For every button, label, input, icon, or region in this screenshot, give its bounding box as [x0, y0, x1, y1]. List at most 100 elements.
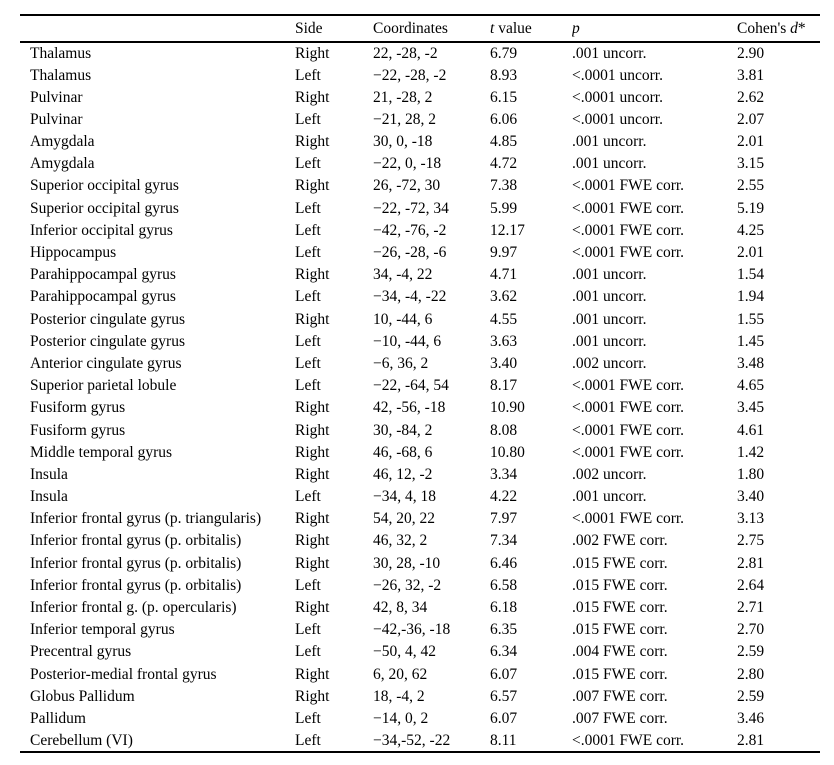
coordinates-cell: −22, 0, -18 [373, 155, 442, 173]
cohens-d-cell: 3.48 [737, 354, 765, 372]
region-cell: Thalamus [30, 66, 92, 84]
cohens-d-cell: 1.45 [737, 332, 765, 350]
p-value-cell: .001 uncorr. [572, 332, 647, 350]
cohens-d-cell: 2.81 [737, 731, 765, 749]
cohens-d-cell: 3.46 [737, 709, 765, 727]
side-cell: Right [295, 554, 330, 572]
region-cell: Hippocampus [30, 244, 117, 262]
coordinates-cell: 26, -72, 30 [373, 177, 441, 195]
side-cell: Right [295, 177, 330, 195]
coordinates-cell: −34,-52, -22 [373, 731, 451, 749]
side-cell: Left [295, 731, 321, 749]
t-value-cell: 4.85 [490, 133, 518, 151]
p-value-cell: .001 uncorr. [572, 288, 647, 306]
region-cell: Pulvinar [30, 88, 83, 106]
t-value-cell: 6.58 [490, 576, 518, 594]
cohens-d-cell: 2.71 [737, 599, 765, 617]
t-value-cell: 7.34 [490, 532, 518, 550]
side-cell: Right [295, 532, 330, 550]
p-value-cell: <.0001 FWE corr. [572, 421, 685, 439]
table-row: Fusiform gyrus Right 42, -56, -18 10.90 … [20, 397, 820, 419]
side-cell: Left [295, 488, 321, 506]
header-side: Side [295, 19, 323, 37]
table-row: Inferior frontal gyrus (p. orbitalis) Le… [20, 575, 820, 597]
region-cell: Fusiform gyrus [30, 399, 126, 417]
table-row: Inferior frontal g. (p. opercularis) Rig… [20, 597, 820, 619]
table-row: Middle temporal gyrus Right 46, -68, 6 1… [20, 441, 820, 463]
cohens-d-cell: 2.59 [737, 687, 765, 705]
header-coordinates: Coordinates [373, 19, 448, 37]
coordinates-cell: −26, 32, -2 [373, 576, 442, 594]
side-cell: Right [295, 266, 330, 284]
region-cell: Posterior cingulate gyrus [30, 332, 185, 350]
coordinates-cell: 6, 20, 62 [373, 665, 428, 683]
p-value-cell: .015 FWE corr. [572, 665, 668, 683]
region-cell: Precentral gyrus [30, 643, 132, 661]
t-value-cell: 7.97 [490, 510, 518, 528]
p-value-cell: .001 uncorr. [572, 488, 647, 506]
cohens-d-cell: 2.59 [737, 643, 765, 661]
side-cell: Left [295, 244, 321, 262]
cohens-d-cell: 2.75 [737, 532, 765, 550]
coordinates-cell: 46, 32, 2 [373, 532, 428, 550]
t-value-cell: 9.97 [490, 244, 518, 262]
t-value-cell: 3.63 [490, 332, 518, 350]
table-row: Posterior cingulate gyrus Left −10, -44,… [20, 330, 820, 352]
p-value-cell: <.0001 uncorr. [572, 110, 663, 128]
coordinates-cell: −34, -4, -22 [373, 288, 447, 306]
p-value-cell: <.0001 uncorr. [572, 88, 663, 106]
table-row: Inferior frontal gyrus (p. orbitalis) Ri… [20, 552, 820, 574]
t-value-cell: 4.55 [490, 310, 518, 328]
p-value-cell: .004 FWE corr. [572, 643, 668, 661]
header-p: p [572, 15, 737, 42]
cohens-d-cell: 1.94 [737, 288, 765, 306]
table-row: Fusiform gyrus Right 30, -84, 2 8.08 <.0… [20, 419, 820, 441]
side-cell: Left [295, 643, 321, 661]
t-value-cell: 4.22 [490, 488, 518, 506]
side-cell: Right [295, 310, 330, 328]
region-cell: Pulvinar [30, 110, 83, 128]
table-row: Posterior-medial frontal gyrus Right 6, … [20, 663, 820, 685]
coordinates-cell: 10, -44, 6 [373, 310, 433, 328]
t-value-cell: 5.99 [490, 199, 518, 217]
p-value-cell: .007 FWE corr. [572, 687, 668, 705]
header-cohens-suffix: * [797, 19, 806, 37]
table-row: Superior occipital gyrus Right 26, -72, … [20, 175, 820, 197]
table-row: Posterior cingulate gyrus Right 10, -44,… [20, 308, 820, 330]
table-row: Pulvinar Right 21, -28, 2 6.15 <.0001 un… [20, 86, 820, 108]
p-value-cell: <.0001 FWE corr. [572, 443, 685, 461]
table-row: Inferior frontal gyrus (p. triangularis)… [20, 508, 820, 530]
cohens-d-cell: 2.62 [737, 88, 765, 106]
side-cell: Left [295, 377, 321, 395]
side-cell: Left [295, 66, 321, 84]
coordinates-cell: 34, -4, 22 [373, 266, 433, 284]
region-cell: Fusiform gyrus [30, 421, 126, 439]
coordinates-cell: −10, -44, 6 [373, 332, 442, 350]
region-cell: Globus Pallidum [30, 687, 135, 705]
table-row: Amygdala Right 30, 0, -18 4.85 .001 unco… [20, 131, 820, 153]
cohens-d-cell: 2.81 [737, 554, 765, 572]
t-value-cell: 3.40 [490, 354, 518, 372]
table-row: Amygdala Left −22, 0, -18 4.72 .001 unco… [20, 153, 820, 175]
table-row: Hippocampus Left −26, -28, -6 9.97 <.000… [20, 242, 820, 264]
region-cell: Thalamus [30, 44, 92, 62]
coordinates-cell: 42, -56, -18 [373, 399, 446, 417]
p-value-cell: .002 uncorr. [572, 465, 647, 483]
p-value-cell: <.0001 FWE corr. [572, 399, 685, 417]
table-row: Parahippocampal gyrus Left −34, -4, -22 … [20, 286, 820, 308]
coordinates-cell: −21, 28, 2 [373, 110, 436, 128]
side-cell: Right [295, 599, 330, 617]
header-p-italic: p [572, 19, 580, 37]
t-value-cell: 8.08 [490, 421, 518, 439]
cohens-d-cell: 1.55 [737, 310, 765, 328]
header-row: Side Coordinates t value p Cohen's d* [20, 15, 820, 42]
coordinates-cell: −22, -64, 54 [373, 377, 449, 395]
t-value-cell: 6.06 [490, 110, 518, 128]
cohens-d-cell: 2.01 [737, 133, 765, 151]
table-row: Inferior frontal gyrus (p. orbitalis) Ri… [20, 530, 820, 552]
side-cell: Right [295, 510, 330, 528]
side-cell: Right [295, 133, 330, 151]
side-cell: Right [295, 421, 330, 439]
side-cell: Right [295, 88, 330, 106]
side-cell: Right [295, 687, 330, 705]
